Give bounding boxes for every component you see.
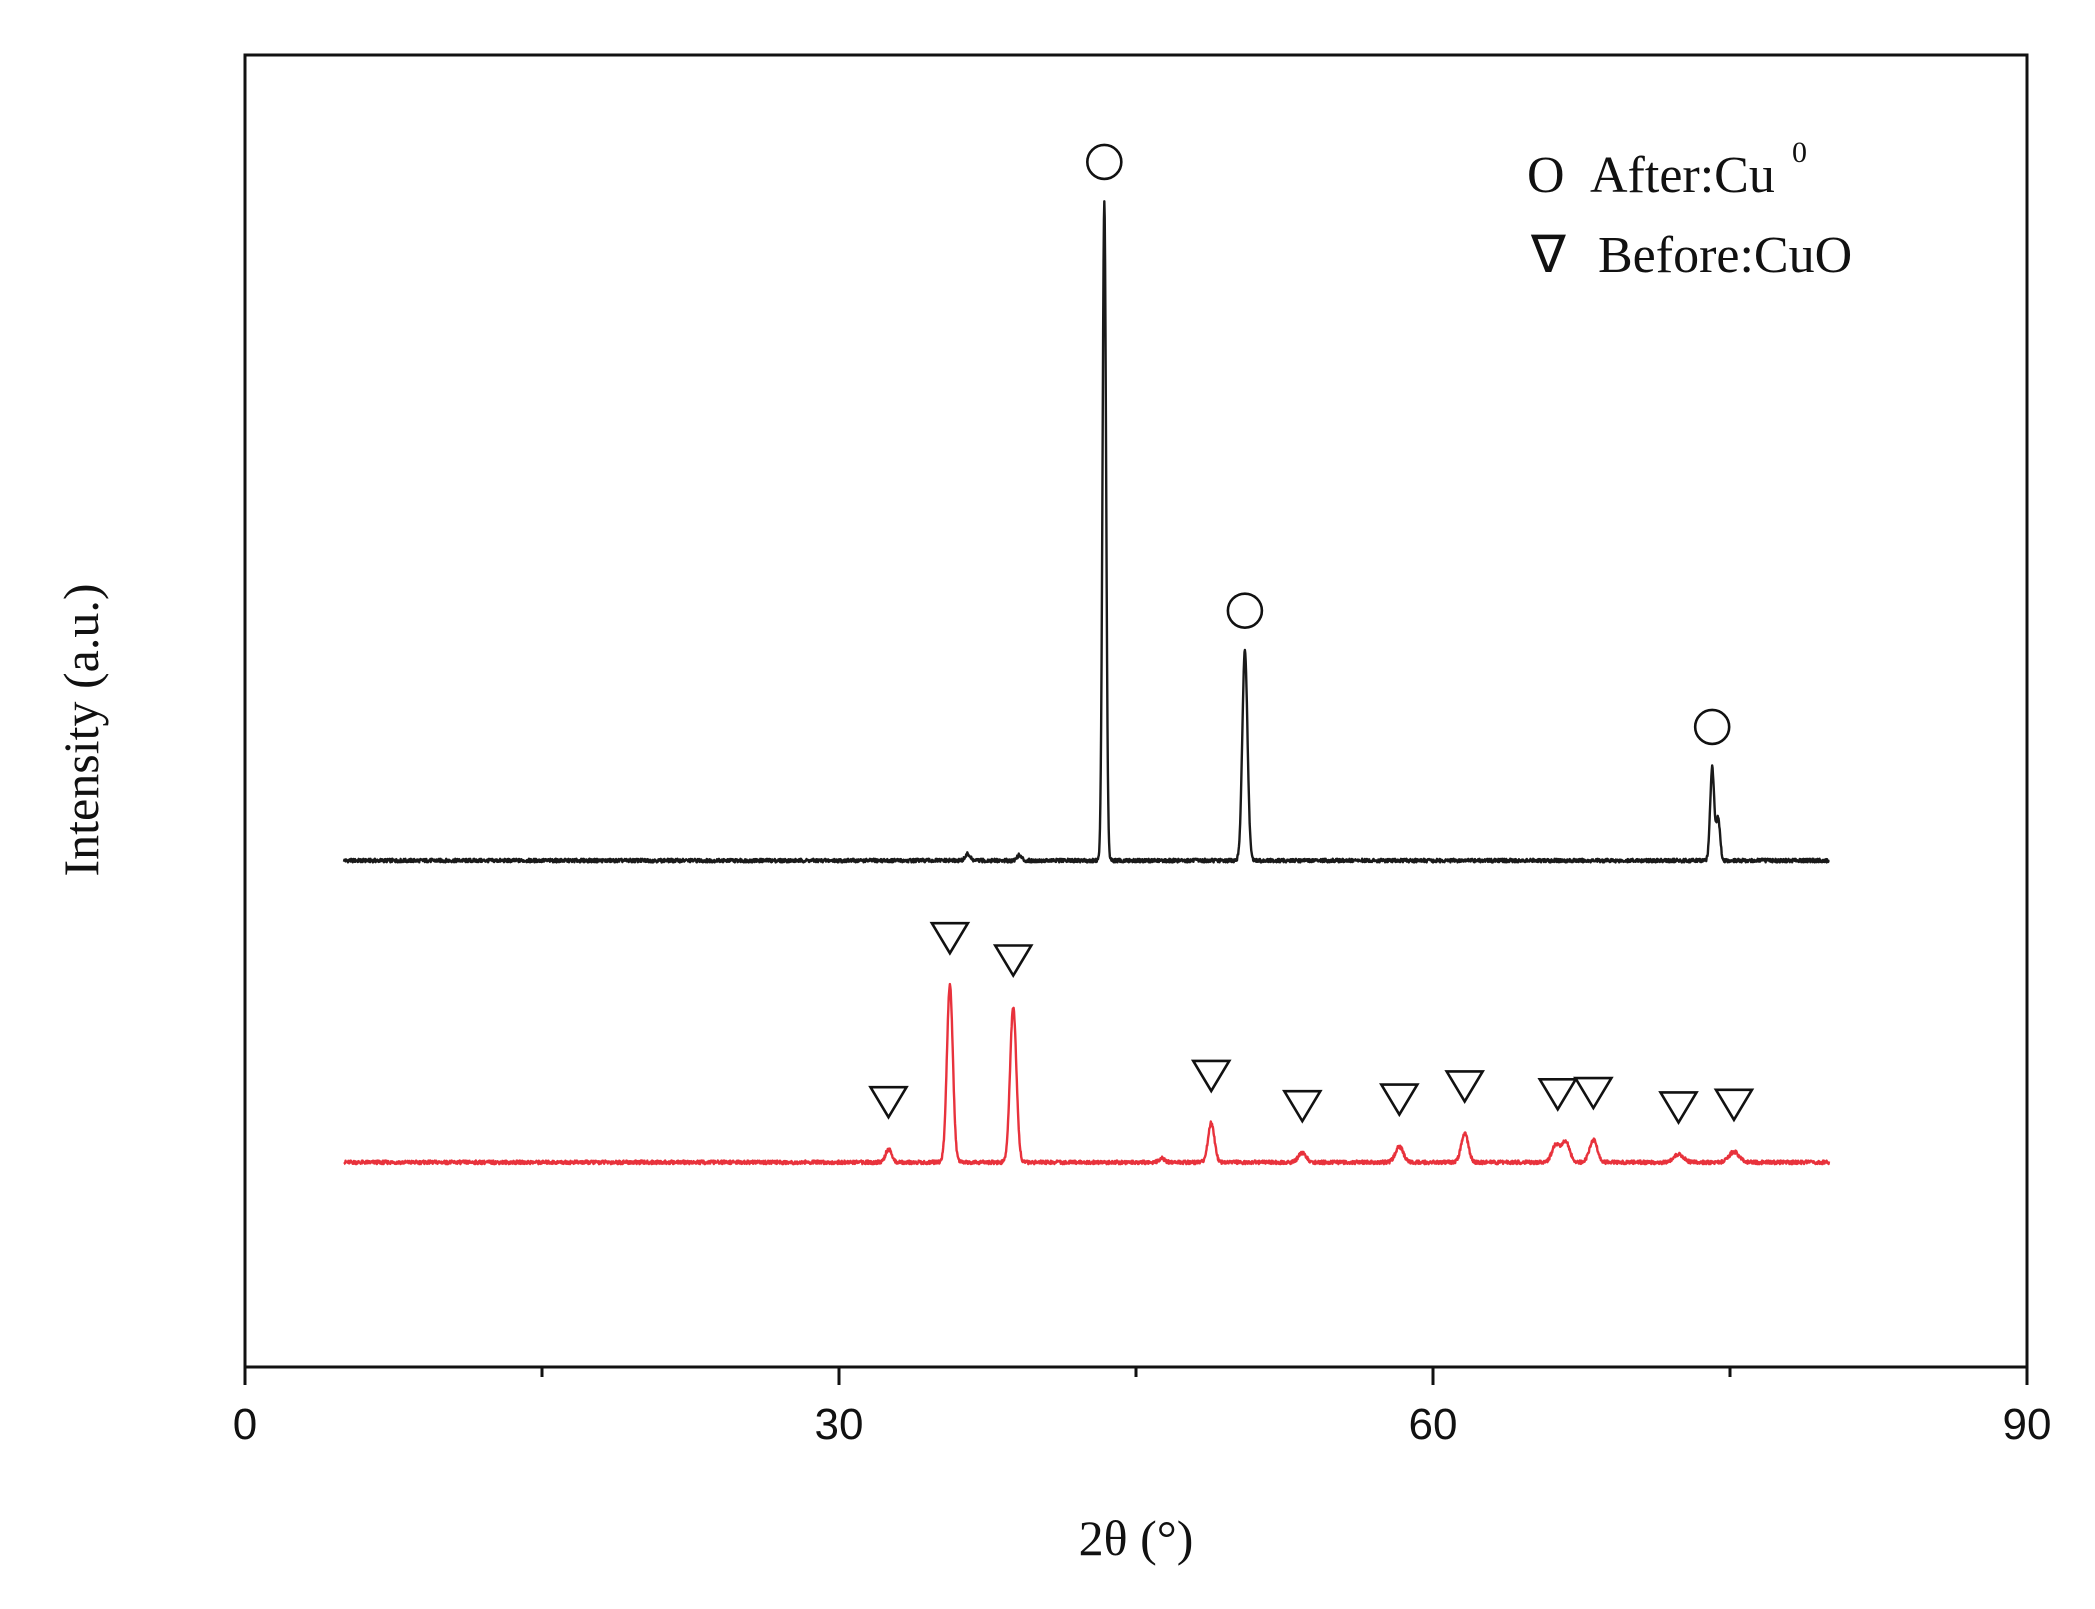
legend-symbol-circle: O <box>1527 147 1565 204</box>
marker-triangle <box>1658 1091 1699 1125</box>
marker-triangle <box>1282 1089 1323 1124</box>
x-axis-title: 2θ (°) <box>1079 1510 1194 1566</box>
marker-triangle <box>1713 1088 1755 1123</box>
x-tick-label: 0 <box>233 1400 257 1449</box>
x-tick-label: 90 <box>2003 1400 2052 1449</box>
x-axis-ticks <box>243 1367 2029 1385</box>
legend-entry-after: O After:Cu 0 <box>1527 136 1807 204</box>
marker-triangle <box>1444 1070 1485 1104</box>
x-tick-label: 60 <box>1409 1400 1458 1449</box>
series-layer <box>342 200 1831 1166</box>
marker-triangle <box>992 944 1034 979</box>
marker-triangle <box>1537 1078 1579 1112</box>
marker-triangle <box>1190 1059 1232 1094</box>
marker-triangle <box>868 1085 909 1120</box>
marker-triangle <box>1379 1083 1420 1118</box>
legend-label-after: After:Cu <box>1590 147 1775 204</box>
peak-markers <box>868 143 1755 1125</box>
marker-triangle <box>929 921 971 956</box>
y-axis-title: Intensity (a.u.) <box>53 584 109 877</box>
legend-entry-before: ∇ Before:CuO <box>1530 227 1852 284</box>
x-tick-label: 30 <box>815 1400 864 1449</box>
series-line-after <box>342 200 1830 864</box>
legend-label-before: Before:CuO <box>1598 227 1852 284</box>
marker-circle <box>1226 592 1264 629</box>
marker-triangle <box>1573 1076 1614 1111</box>
marker-circle <box>1086 143 1123 181</box>
legend-symbol-triangle: ∇ <box>1530 227 1566 284</box>
series-line-before <box>343 982 1831 1166</box>
legend-label-after-sup: 0 <box>1792 136 1807 169</box>
marker-circle <box>1693 708 1731 746</box>
x-axis-tick-labels: 0 30 60 90 <box>233 1400 2052 1449</box>
legend: O After:Cu 0 ∇ Before:CuO <box>1527 136 1852 284</box>
